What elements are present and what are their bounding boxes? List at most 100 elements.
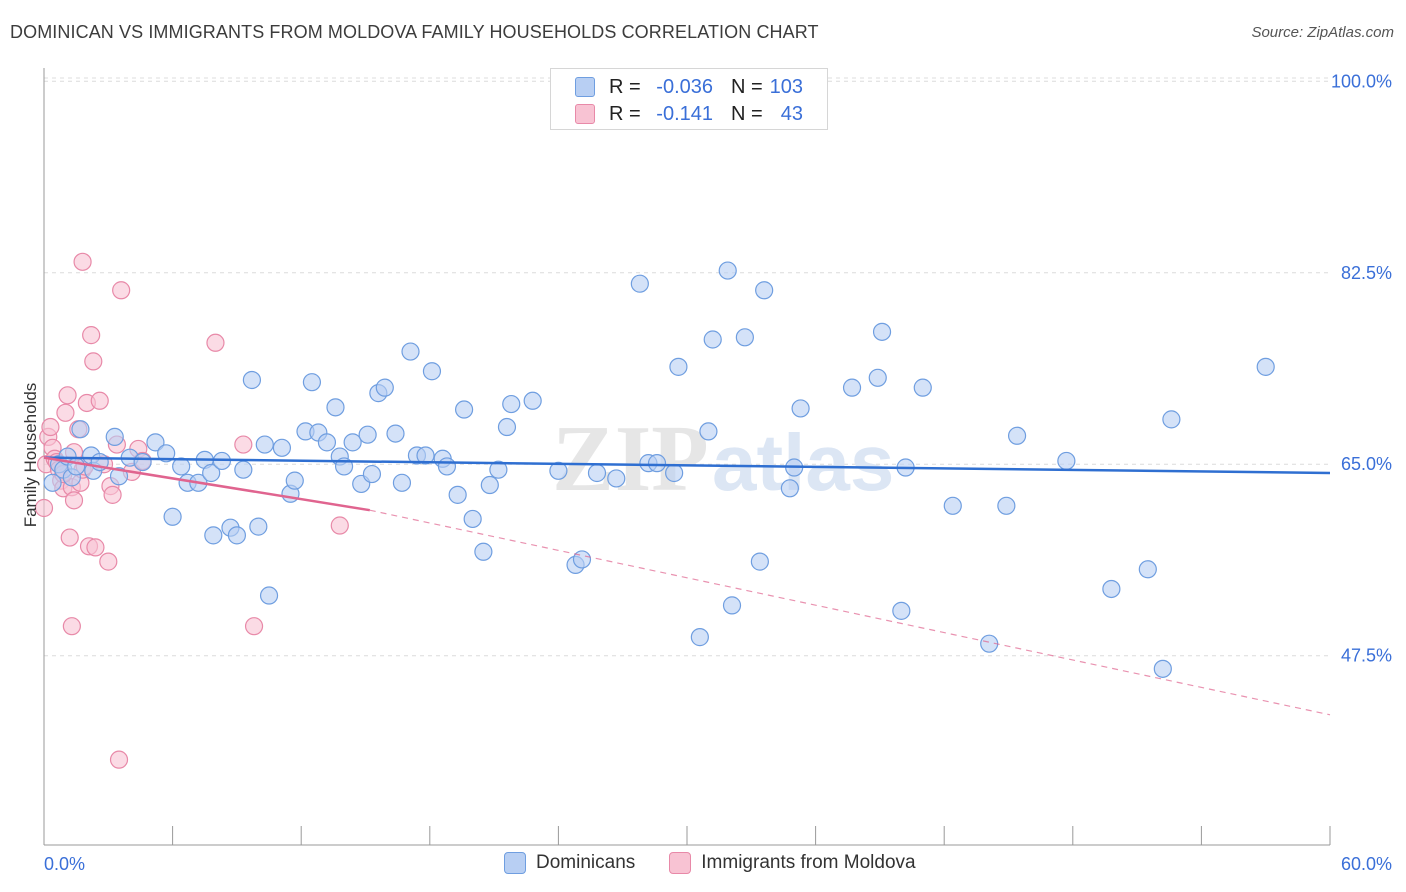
data-point [913,378,932,397]
data-point [647,454,667,473]
dominican-trend-line [43,456,1331,475]
trend-lines [43,456,1331,716]
y-tick-label: 82.5% [1341,263,1392,283]
data-point [67,457,86,476]
data-point [109,750,129,769]
data-point [62,617,81,636]
moldova-points [34,252,349,769]
r-label: R = [609,102,641,125]
moldova-trend-line [43,456,370,512]
data-point [669,357,688,376]
data-point [392,473,412,492]
data-point [86,538,105,557]
data-point [943,496,962,515]
legend-swatch-pink [669,852,692,874]
data-point [572,550,592,569]
data-point [204,526,223,545]
data-point [699,422,718,441]
data-point [502,394,521,414]
data-point [103,485,122,504]
data-point [326,398,345,417]
data-point [735,328,754,347]
data-point [489,460,508,479]
data-point [56,403,75,422]
legend-label: Immigrants from Moldova [701,852,916,873]
data-point [362,464,382,484]
legend-swatch-blue [575,77,595,97]
watermark: ZIP atlas [552,407,894,511]
data-point [71,420,90,439]
data-point [630,274,649,293]
data-point [255,435,274,454]
data-point [549,461,568,480]
data-point [454,400,474,419]
legend-swatch-pink [575,104,595,124]
data-point [249,517,268,536]
data-point [157,444,176,463]
data-point [227,526,246,545]
n-label: N = [731,102,763,125]
data-point [718,261,737,280]
data-point [272,438,292,457]
data-point [665,463,684,483]
y-tick-label: 47.5% [1341,646,1392,666]
data-point [474,542,493,561]
data-point [234,460,253,479]
data-point [84,352,103,371]
data-point [343,433,362,452]
legend-row-moldova: R = -0.141 N = 43 [575,101,803,127]
data-point [497,417,517,437]
data-point [523,391,542,410]
series-legend: Dominicans Immigrants from Moldova [504,852,950,874]
data-point [375,378,394,397]
data-point [259,586,279,605]
legend-item-dominicans: Dominicans [504,852,635,874]
data-point [448,485,467,504]
data-point [872,322,892,341]
data-point [842,378,862,397]
data-point [317,433,337,452]
data-point [1102,579,1121,599]
data-point [1057,451,1076,471]
data-point [868,368,887,387]
data-point [480,475,499,495]
data-point [1256,357,1275,376]
data-point [302,373,322,392]
n-label: N = [731,75,763,98]
legend-label: Dominicans [536,852,636,873]
data-point [690,628,709,647]
y-tick-label: 100.0% [1331,71,1392,91]
data-point [703,330,722,349]
data-point [997,496,1016,515]
data-point [330,516,349,535]
n-value: 43 [780,102,803,125]
data-point [780,479,799,498]
data-point [73,252,92,271]
data-point [437,457,457,476]
y-tick-label: 65.0% [1341,454,1392,474]
data-point [722,596,742,615]
data-point [755,281,774,300]
data-point [422,362,442,381]
n-value: 103 [769,75,803,98]
legend-swatch-blue [504,852,526,874]
x-tick-label: 60.0% [1341,854,1392,874]
data-point [64,491,84,510]
legend-item-moldova: Immigrants from Moldova [669,852,916,874]
data-point [463,509,482,529]
data-point [416,446,435,465]
data-point [1138,560,1157,579]
data-point [112,281,131,300]
x-tick-label: 0.0% [44,854,85,874]
data-point [105,427,124,446]
data-point [587,463,607,483]
data-point [401,342,420,361]
data-point [146,433,165,452]
data-point [750,552,769,571]
data-point [607,469,626,488]
data-point [60,528,79,547]
legend-row-dominicans: R = -0.036 N = 103 [575,74,803,100]
correlation-legend: R = -0.036 N = 103 R = -0.141 N = 43 [550,68,828,130]
data-point [791,399,810,418]
data-point [172,457,191,476]
